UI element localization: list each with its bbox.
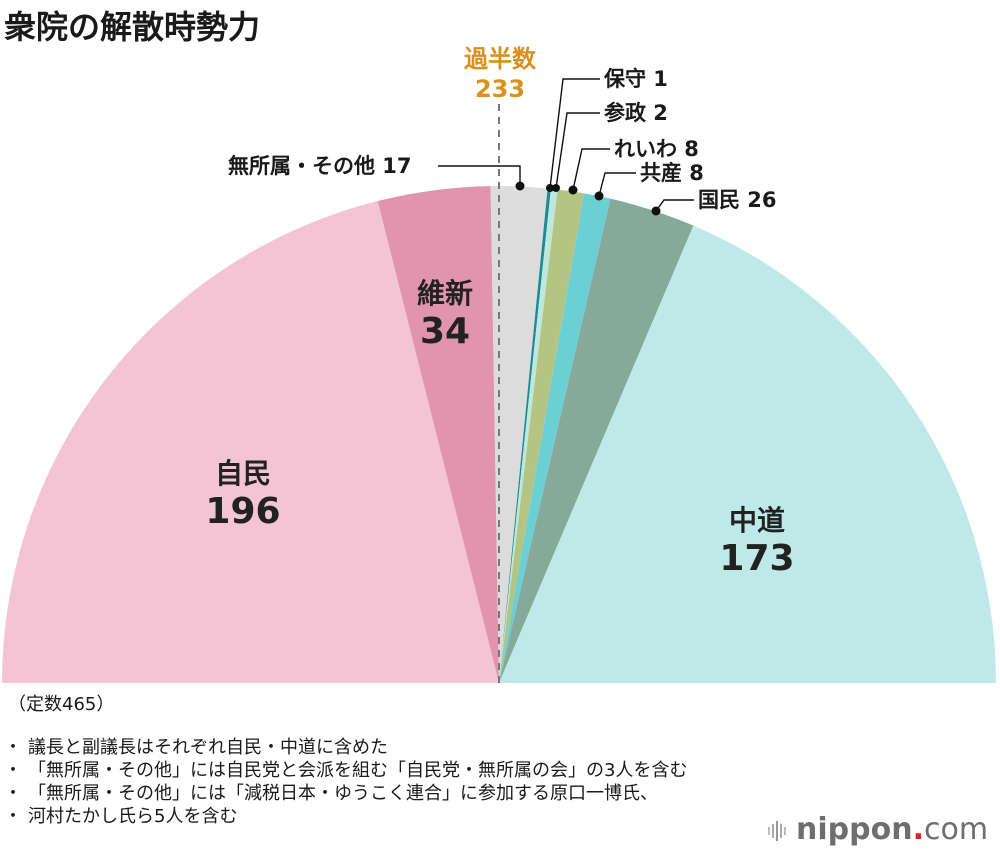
footnote: 「無所属・その他」には自民党と会派を組む「自民党・無所属の会」の3人を含む xyxy=(4,759,687,782)
pie-slice-維新 xyxy=(377,186,499,683)
callout-hoshu: 保守 1 xyxy=(604,67,668,91)
footnote: 「無所属・その他」には「減税日本・ゆうこく連合」に参加する原口一博氏、 xyxy=(4,782,687,805)
segment-name: 維新 xyxy=(416,277,473,310)
pie-slice-保守 xyxy=(499,188,551,683)
pie-slice-無所属・その他 xyxy=(490,185,548,683)
seat-pie-chart xyxy=(2,78,996,684)
footnotes: 議長と副議長はそれぞれ自民・中道に含めた 「無所属・その他」には自民党と会派を組… xyxy=(4,736,687,828)
pie-slices xyxy=(2,185,996,684)
footnote: 議長と副議長はそれぞれ自民・中道に含めた xyxy=(4,736,687,759)
callout-leaders xyxy=(438,78,694,212)
segment-value: 173 xyxy=(719,538,795,579)
nippon-logo: nippon.com xyxy=(768,812,988,847)
majority-annotation: 過半数 233 xyxy=(440,44,560,104)
segment-label-ishin: 維新 34 xyxy=(395,276,495,352)
logo-name: nippon xyxy=(796,812,913,847)
callout-mushozoku: 無所属・その他 17 xyxy=(228,154,412,178)
callout-dots xyxy=(515,181,661,216)
segment-name: 中道 xyxy=(728,504,785,537)
majority-label: 過半数 xyxy=(464,45,536,73)
pie-slice-自民 xyxy=(2,201,499,684)
pie-slice-参政 xyxy=(499,188,558,683)
footnote-continuation: 河村たかし氏ら5人を含む xyxy=(4,805,687,828)
segment-value: 34 xyxy=(419,311,471,352)
majority-value: 233 xyxy=(474,75,526,103)
chart-title: 衆院の解散時勢力 xyxy=(4,8,261,46)
logo-bars-icon xyxy=(768,820,786,841)
callout-reiwa: れいわ 8 xyxy=(614,137,699,161)
pie-slice-共産 xyxy=(499,193,611,684)
logo-dot: . xyxy=(912,812,924,847)
pie-slice-国民 xyxy=(499,198,694,683)
segment-name: 自民 xyxy=(214,457,271,490)
callout-kyosan: 共産 8 xyxy=(640,161,704,185)
pie-slice-れいわ xyxy=(499,189,585,683)
logo-tld: com xyxy=(923,812,989,847)
callout-kokumin: 国民 26 xyxy=(698,188,777,212)
segment-value: 196 xyxy=(205,491,281,532)
segment-label-jimin: 自民 196 xyxy=(183,456,303,532)
callout-sansei: 参政 2 xyxy=(604,101,668,125)
pie-slice-中道 xyxy=(499,225,996,683)
segment-label-chudo: 中道 173 xyxy=(697,503,817,579)
seat-total-note: （定数465） xyxy=(8,694,115,715)
